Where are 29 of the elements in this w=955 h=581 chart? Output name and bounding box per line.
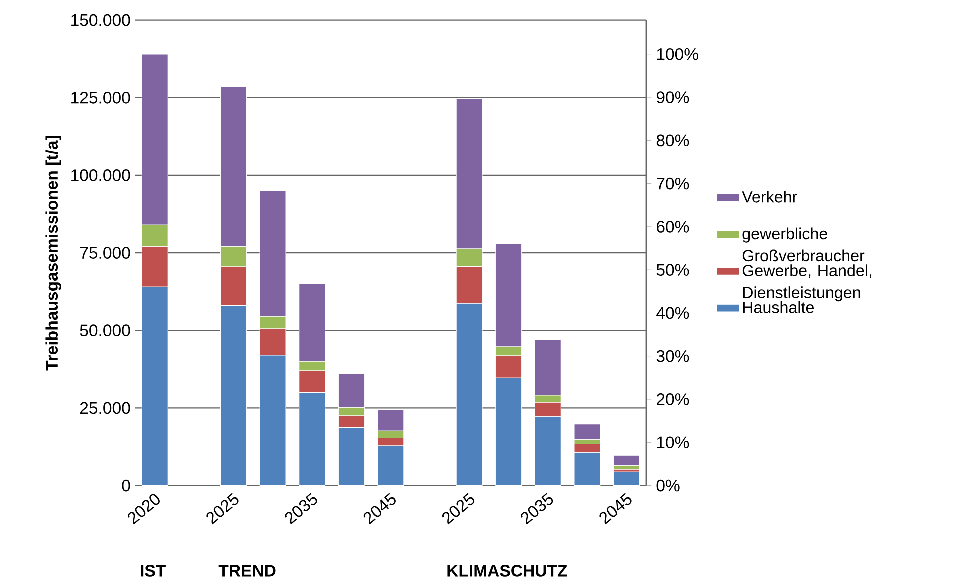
y2-tick-label: 50% [656, 264, 690, 276]
legend-label: Gewerbe, Handel, Dienstleistungen [742, 264, 872, 302]
y2-tick-label: 30% [656, 350, 690, 362]
y-tick-label: 75.000 [80, 247, 130, 259]
legend-label: Haushalte [743, 301, 814, 314]
y2-tick-label: 100% [657, 48, 698, 60]
bar [614, 472, 640, 486]
y-tick-label: 150.000 [72, 14, 130, 26]
y-tick-label: 25.000 [80, 402, 130, 414]
text: IST [141, 564, 166, 577]
bar [614, 455, 640, 466]
text: TREND [218, 565, 276, 577]
y2-tick-label: 0% [656, 480, 680, 492]
y2-tick-label: 20% [657, 393, 690, 406]
y2-tick-label: 70% [657, 178, 690, 190]
y2-tick-label: 60% [657, 220, 690, 233]
y2-tick-label: 10% [657, 436, 690, 448]
y2-tick-label: 80% [656, 134, 690, 147]
y2-tick-label: 90% [656, 92, 690, 104]
y-tick-label: 100.000 [72, 169, 130, 182]
bar [574, 424, 601, 440]
y-tick-label: 50.000 [80, 324, 130, 336]
text: KLIMASCHUTZ [448, 564, 568, 577]
y-axis-title: Treibhausgasemissionen [t/a] [46, 136, 62, 371]
y-tick-label: 125.000 [72, 92, 130, 104]
y-tick-label: 0 [122, 480, 130, 492]
legend-label: gewerbliche Großverbraucher [742, 228, 865, 262]
y2-tick-label: 40% [656, 307, 690, 320]
legend-label: Verkehr [742, 190, 798, 203]
